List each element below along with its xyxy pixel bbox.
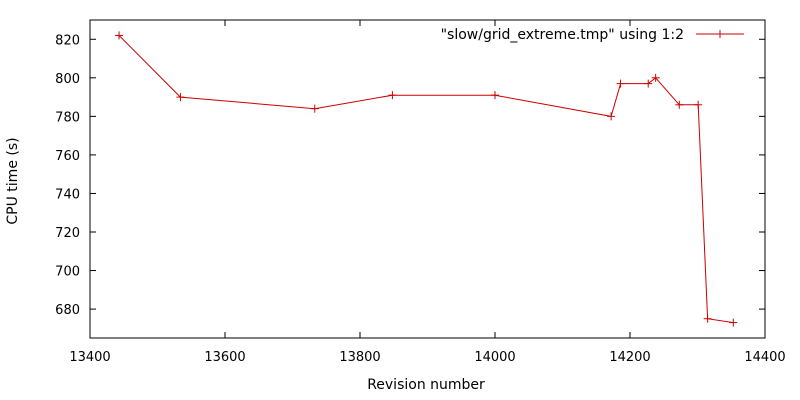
plot-border xyxy=(89,19,766,339)
x-tick-label: 13400 xyxy=(69,350,110,365)
y-tick-label: 760 xyxy=(55,149,80,164)
y-tick-label: 740 xyxy=(55,187,80,202)
y-tick-label: 800 xyxy=(55,72,80,87)
y-tick-label: 720 xyxy=(55,226,80,241)
y-tick-label: 680 xyxy=(55,303,80,318)
y-tick-label: 820 xyxy=(55,33,80,48)
legend-marker xyxy=(716,30,724,38)
data-point-marker xyxy=(310,104,319,113)
series-line xyxy=(118,35,734,324)
x-axis-label: Revision number xyxy=(367,377,485,393)
data-point-marker xyxy=(675,100,684,109)
plot-area xyxy=(89,19,766,339)
x-axis: 13400 13600 13800 14000 14200 14400 xyxy=(69,20,786,365)
x-tick-label: 14000 xyxy=(474,350,515,365)
data-point-marker xyxy=(176,93,185,102)
x-tick-label: 13600 xyxy=(204,350,245,365)
y-tick-label: 700 xyxy=(55,265,80,280)
x-tick-label: 14200 xyxy=(609,350,650,365)
data-point-marker xyxy=(729,318,738,327)
series-layer xyxy=(115,31,738,327)
x-tick-label: 13800 xyxy=(339,350,380,365)
data-point-marker xyxy=(694,100,703,109)
data-point-marker xyxy=(703,314,712,323)
data-point-marker xyxy=(616,79,625,88)
legend: "slow/grid_extreme.tmp" using 1:2 xyxy=(441,27,744,43)
y-axis: 680 700 720 740 760 780 800 820 xyxy=(55,33,765,318)
data-point-marker xyxy=(607,112,616,121)
data-point-marker xyxy=(651,73,660,82)
data-point-marker xyxy=(115,31,124,40)
x-tick-label: 14400 xyxy=(744,350,785,365)
data-point-marker xyxy=(388,91,397,100)
legend-label: "slow/grid_extreme.tmp" using 1:2 xyxy=(441,27,684,43)
y-axis-label: CPU time (s) xyxy=(5,137,21,224)
data-point-marker xyxy=(644,79,653,88)
y-tick-label: 780 xyxy=(55,110,80,125)
data-point-marker xyxy=(491,91,499,100)
